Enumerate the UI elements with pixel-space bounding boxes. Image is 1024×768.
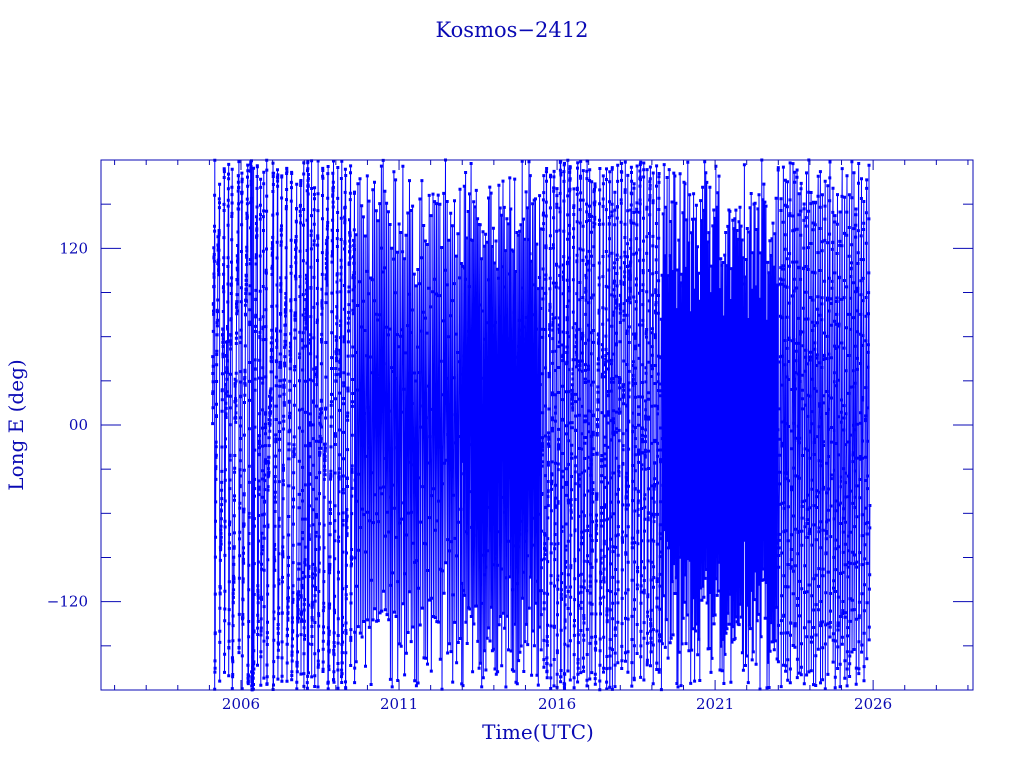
- x-tick-label: 2006: [222, 695, 260, 713]
- series-markers-segment-4: [659, 158, 780, 692]
- series-markers-segment-3: [539, 158, 663, 692]
- x-tick-label: 2021: [696, 695, 734, 713]
- y-tick-label: −120: [47, 593, 88, 611]
- data-layer: [211, 158, 872, 692]
- x-tick-label: 2026: [854, 695, 892, 713]
- series-markers-segment-2: [460, 159, 543, 689]
- series-markers-segment-5: [776, 158, 872, 691]
- y-tick-label: 120: [59, 239, 88, 257]
- x-tick-label: 2016: [538, 695, 576, 713]
- y-tick-label: 00: [69, 416, 88, 434]
- series-markers-segment-0: [211, 158, 357, 692]
- x-tick-label: 2011: [380, 695, 418, 713]
- series-markers-segment-1: [353, 158, 464, 691]
- axis-ticks: 2006 2011 2016 2021 2026 120 00 −120: [47, 160, 973, 713]
- y-axis-label: Long E (deg): [4, 359, 28, 490]
- x-axis-label: Time(UTC): [482, 720, 594, 744]
- chart-title: Kosmos−2412: [436, 18, 589, 42]
